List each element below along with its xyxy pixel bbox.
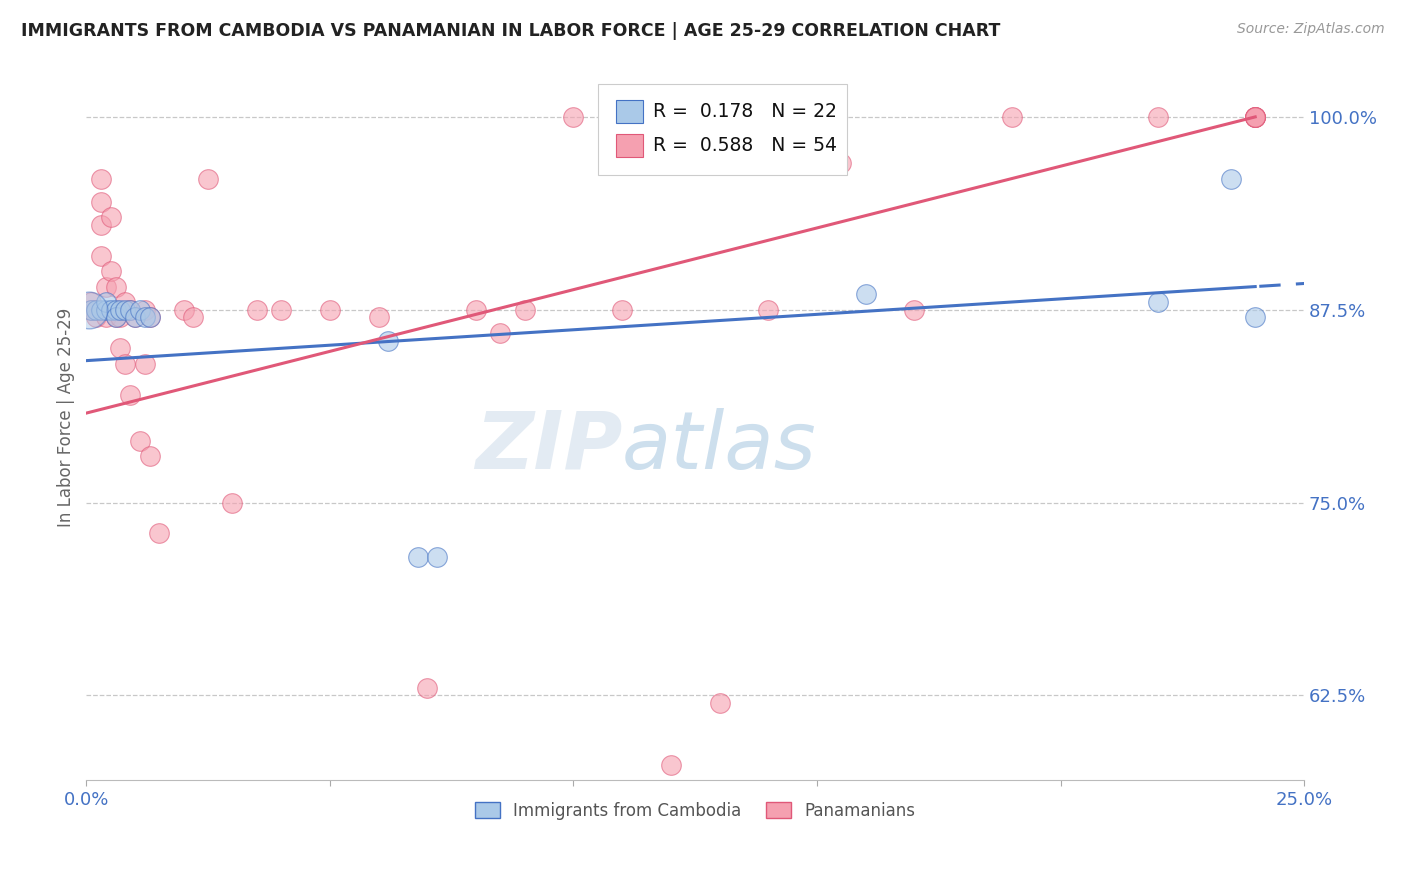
Point [1220, 171, 1243, 186]
Y-axis label: In Labor Force | Age 25-29: In Labor Force | Age 25-29 [58, 308, 75, 527]
Point [110, 341, 132, 355]
Point [104, 279, 127, 293]
Point [80, 302, 103, 317]
Point [104, 310, 127, 325]
Point [134, 310, 156, 325]
Point [489, 326, 512, 340]
Point [1244, 110, 1267, 124]
Point [100, 302, 122, 317]
Point [90, 171, 112, 186]
Point [319, 302, 342, 317]
Point [1244, 110, 1267, 124]
Point [756, 302, 779, 317]
Point [1147, 110, 1170, 124]
Text: Source: ZipAtlas.com: Source: ZipAtlas.com [1237, 22, 1385, 37]
Text: atlas: atlas [621, 408, 817, 486]
Point [465, 302, 488, 317]
Point [90, 249, 112, 263]
Point [80, 295, 103, 310]
Point [84, 310, 107, 325]
Point [197, 171, 219, 186]
Point [830, 156, 852, 170]
Point [1147, 295, 1170, 310]
Point [100, 264, 122, 278]
Point [84, 302, 107, 317]
Point [709, 696, 731, 710]
Point [120, 302, 142, 317]
Text: R =  0.588   N = 54: R = 0.588 N = 54 [652, 136, 837, 155]
Point [183, 310, 205, 325]
Point [128, 302, 150, 317]
Text: R =  0.178   N = 22: R = 0.178 N = 22 [652, 103, 837, 121]
FancyBboxPatch shape [616, 100, 643, 123]
Text: ZIP: ZIP [475, 408, 621, 486]
Point [148, 526, 170, 541]
Point [367, 310, 389, 325]
Point [94, 302, 117, 317]
Point [1244, 310, 1267, 325]
FancyBboxPatch shape [616, 134, 643, 157]
Point [124, 310, 146, 325]
Point [138, 310, 160, 325]
Point [903, 302, 925, 317]
Point [138, 310, 160, 325]
Point [1244, 110, 1267, 124]
Point [1244, 110, 1267, 124]
Point [84, 302, 107, 317]
Point [80, 302, 103, 317]
Point [610, 302, 633, 317]
Point [1244, 110, 1267, 124]
Point [138, 450, 160, 464]
Text: IMMIGRANTS FROM CAMBODIA VS PANAMANIAN IN LABOR FORCE | AGE 25-29 CORRELATION CH: IMMIGRANTS FROM CAMBODIA VS PANAMANIAN I… [21, 22, 1001, 40]
Point [1001, 110, 1024, 124]
Point [134, 357, 156, 371]
Point [114, 295, 136, 310]
Point [110, 310, 132, 325]
Point [270, 302, 292, 317]
Point [128, 434, 150, 448]
Point [120, 302, 142, 317]
Point [104, 302, 127, 317]
Point [659, 757, 682, 772]
Point [426, 549, 449, 564]
Point [416, 681, 439, 695]
Point [513, 302, 536, 317]
Point [114, 302, 136, 317]
Point [100, 210, 122, 224]
Point [855, 287, 877, 301]
Point [94, 310, 117, 325]
Point [90, 218, 112, 232]
Point [246, 302, 269, 317]
Point [94, 279, 117, 293]
Legend: Immigrants from Cambodia, Panamanians: Immigrants from Cambodia, Panamanians [468, 795, 922, 826]
Point [114, 357, 136, 371]
Point [406, 549, 429, 564]
Point [124, 310, 146, 325]
Point [806, 110, 828, 124]
Point [377, 334, 399, 348]
Point [110, 302, 132, 317]
Point [120, 387, 142, 401]
Point [104, 310, 127, 325]
Point [562, 110, 585, 124]
Point [77, 302, 100, 317]
Point [90, 194, 112, 209]
Point [134, 302, 156, 317]
Point [90, 302, 112, 317]
Point [94, 295, 117, 310]
Point [173, 302, 195, 317]
FancyBboxPatch shape [598, 84, 848, 175]
Point [221, 495, 243, 509]
